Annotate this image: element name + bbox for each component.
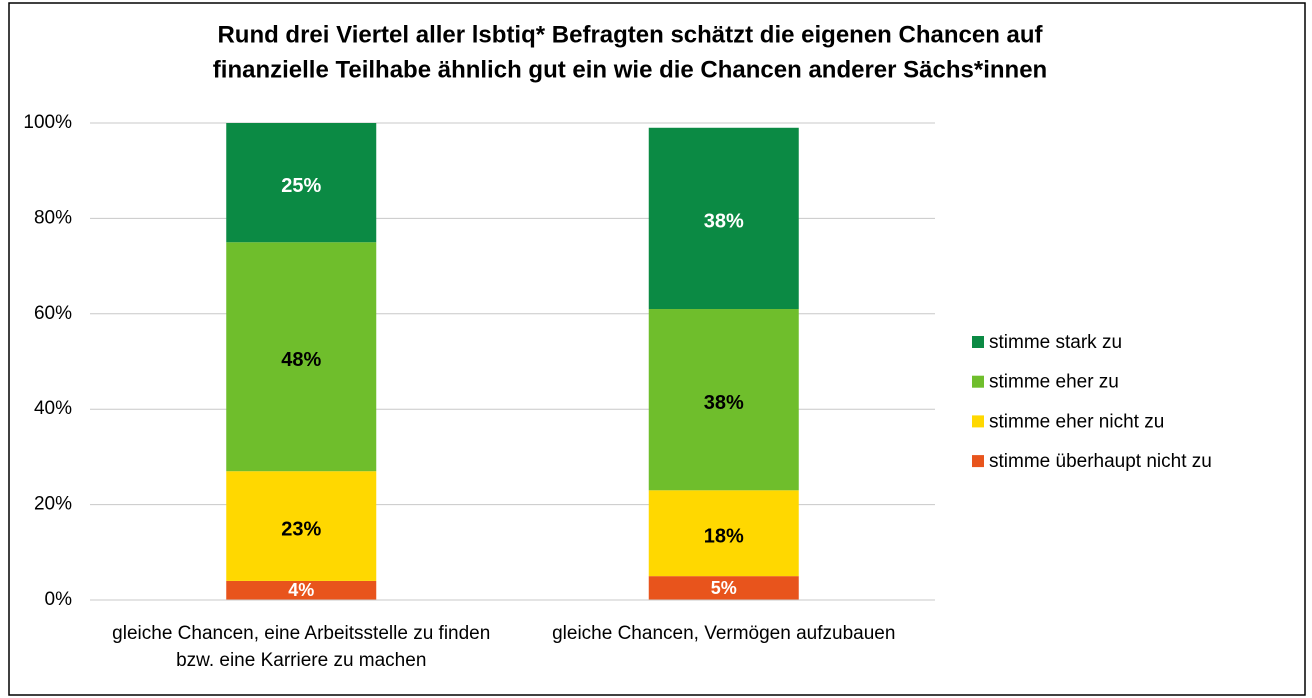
x-tick-label: gleiche Chancen, Vermögen aufzubauen xyxy=(552,623,896,644)
chart-title: finanzielle Teilhabe ähnlich gut ein wie… xyxy=(213,56,1047,83)
legend-label: stimme eher nicht zu xyxy=(989,411,1164,432)
data-label: 48% xyxy=(281,349,321,371)
legend-swatch xyxy=(972,415,984,428)
bar-segment xyxy=(226,242,377,472)
bar-segment xyxy=(648,490,799,577)
legend-label: stimme eher zu xyxy=(989,372,1119,393)
legend-label: stimme überhaupt nicht zu xyxy=(989,451,1212,472)
bar-segment xyxy=(226,123,377,243)
data-label: 4% xyxy=(288,580,314,600)
y-tick-label: 40% xyxy=(34,398,72,419)
bar-segment xyxy=(226,471,377,581)
y-tick-label: 60% xyxy=(34,303,72,324)
y-tick-label: 0% xyxy=(45,589,73,610)
data-label: 23% xyxy=(281,518,321,540)
y-tick-label: 100% xyxy=(23,112,72,133)
bar-segment xyxy=(648,127,799,310)
chart-title: Rund drei Viertel aller lsbtiq* Befragte… xyxy=(217,21,1043,48)
y-tick-label: 20% xyxy=(34,494,72,515)
legend-swatch xyxy=(972,455,984,468)
bar-segment xyxy=(226,580,377,600)
data-label: 18% xyxy=(704,526,744,548)
data-label: 25% xyxy=(281,175,321,197)
bar-segment xyxy=(648,309,799,491)
data-label: 5% xyxy=(711,578,737,598)
y-tick-label: 80% xyxy=(34,207,72,228)
x-tick-label: gleiche Chancen, eine Arbeitsstelle zu f… xyxy=(112,623,491,671)
bar-segment xyxy=(648,576,799,600)
data-label: 38% xyxy=(704,392,744,414)
data-label: 38% xyxy=(704,211,744,233)
legend-swatch xyxy=(972,336,984,348)
legend-label: stimme stark zu xyxy=(989,332,1122,353)
legend-swatch xyxy=(972,375,984,388)
